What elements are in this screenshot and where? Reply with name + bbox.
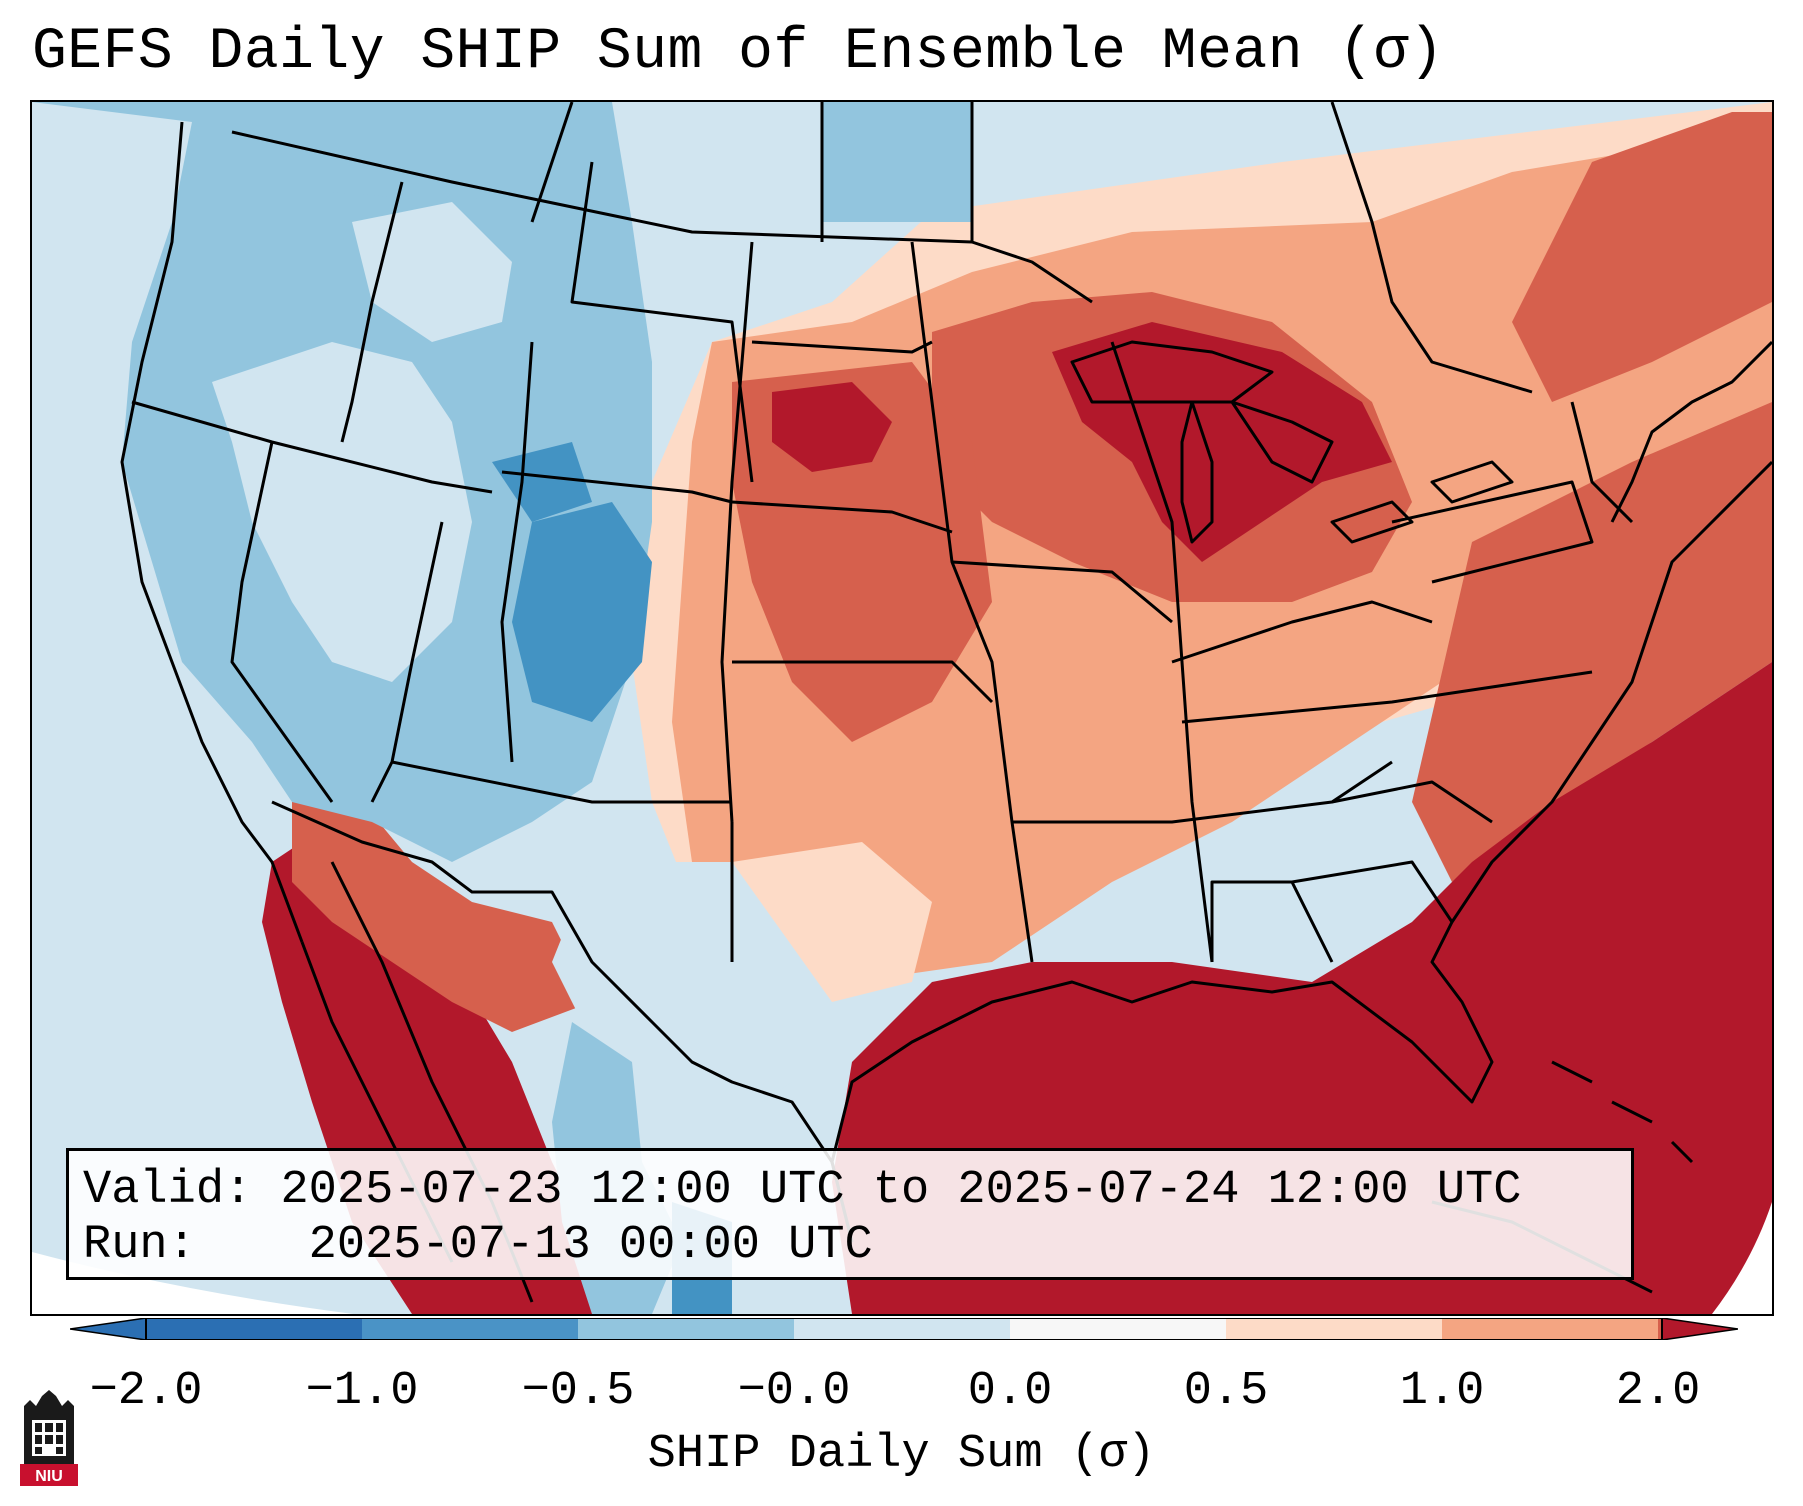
tick-label: 1.0	[1399, 1365, 1485, 1418]
map-canvas	[32, 102, 1772, 1314]
colorbar-label: SHIP Daily Sum (σ)	[647, 1428, 1156, 1481]
colorbar-segment-8	[1658, 1318, 1662, 1340]
colorbar	[70, 1318, 1738, 1340]
valid-label: Valid:	[83, 1164, 253, 1217]
colorbar-segment-7	[1442, 1318, 1658, 1340]
info-box: Valid: 2025-07-23 12:00 UTC to 2025-07-2…	[66, 1148, 1634, 1280]
map-panel	[30, 100, 1774, 1316]
logo-text: NIU	[35, 1468, 63, 1485]
run-label: Run:	[83, 1219, 196, 1272]
colorbar-segment-1	[146, 1318, 362, 1340]
colorbar-segment-2	[362, 1318, 578, 1340]
tick-label: 0.0	[967, 1365, 1053, 1418]
valid-value: 2025-07-23 12:00 UTC to 2025-07-24 12:00…	[280, 1164, 1522, 1217]
colorbar-segment-6	[1226, 1318, 1442, 1340]
colorbar-segment-5	[1010, 1318, 1226, 1340]
niu-logo: NIU	[20, 1390, 78, 1486]
colorbar-extend-max	[1661, 1318, 1738, 1340]
colorbar-extend-min	[70, 1318, 147, 1340]
colorbar-segment-3	[578, 1318, 794, 1340]
run-value: 2025-07-13 00:00 UTC	[308, 1219, 873, 1272]
colorbar-segment-4	[794, 1318, 1010, 1340]
tick-label: −1.0	[305, 1365, 419, 1418]
tick-label: 0.5	[1183, 1365, 1269, 1418]
tick-label: −2.0	[89, 1365, 203, 1418]
colorbar-ticks: −2.0 −1.0 −0.5 −0.0 0.0 0.5 1.0 2.0	[0, 1365, 1803, 1421]
tick-label: −0.5	[521, 1365, 635, 1418]
tick-label: −0.0	[737, 1365, 851, 1418]
map-title: GEFS Daily SHIP Sum of Ensemble Mean (σ)	[32, 20, 1445, 85]
tick-label: 2.0	[1615, 1365, 1701, 1418]
